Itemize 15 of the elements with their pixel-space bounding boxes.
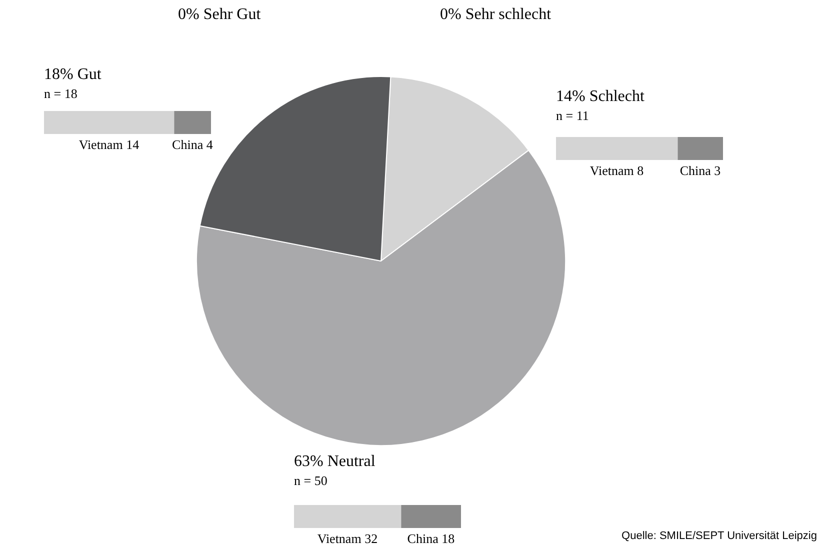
data-label: China 4 bbox=[172, 136, 214, 152]
data-label: China 18 bbox=[407, 530, 455, 546]
data-label: n = 11 bbox=[556, 108, 590, 124]
data-label: n = 18 bbox=[44, 86, 78, 102]
slice-label: 14% Schlecht bbox=[556, 88, 644, 106]
data-label: Vietnam 14 bbox=[78, 136, 140, 152]
data-label: Vietnam 8 bbox=[590, 162, 644, 178]
data-label: n = 50 bbox=[294, 473, 328, 489]
category-label: 0% Sehr Gut bbox=[178, 6, 261, 23]
data-label: Vietnam 32 bbox=[317, 530, 378, 546]
slice-label: 18% Gut bbox=[44, 66, 102, 84]
source-note: Quelle: SMILE/SEPT Universität Leipzig bbox=[620, 530, 817, 542]
data-label: China 3 bbox=[680, 162, 721, 178]
slice-label: 63% Neutral bbox=[294, 453, 376, 471]
category-label: 0% Sehr schlecht bbox=[440, 6, 552, 23]
